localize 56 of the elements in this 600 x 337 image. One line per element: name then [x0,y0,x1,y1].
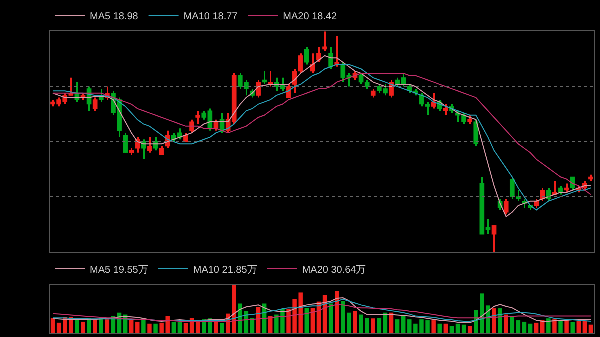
bar [438,324,442,333]
bar [184,323,188,333]
bar [196,321,200,333]
legend-label: MA10 18.77 [184,11,238,22]
bar [588,324,594,333]
bar [148,324,152,333]
bar [528,324,533,333]
bar [510,316,515,333]
bar [75,320,80,333]
bar [166,316,170,333]
bar [450,326,454,333]
bar [395,320,400,333]
bar [534,322,539,333]
bar [498,308,502,333]
legend-label: MA5 19.55万 [90,264,148,276]
bar [93,320,98,333]
bar [353,311,358,333]
bar [50,318,56,333]
bar [546,318,551,333]
bar [310,308,316,333]
bar [570,322,575,333]
bar [304,308,309,333]
bar [371,318,376,333]
bar [468,326,472,333]
bar [154,324,158,333]
legend-label: MA10 21.85万 [193,264,258,276]
bar [56,322,62,333]
bar [582,321,588,333]
bar [220,323,224,333]
bar [504,314,508,333]
bar [462,324,466,333]
bar [178,322,182,333]
bar [432,320,436,333]
bar [516,320,521,333]
bar [328,304,334,333]
bar [522,322,527,333]
bar [160,322,164,333]
legend-label: MA5 18.98 [90,11,139,22]
bar [129,320,134,333]
bar [492,308,496,333]
bar [401,316,406,333]
bar [456,324,460,333]
legend-label: MA20 30.64万 [302,264,366,276]
bar [172,322,176,333]
bar [81,322,86,333]
bar [576,321,581,333]
bar [136,322,140,333]
bar [268,316,273,333]
bar [564,320,569,333]
bar [377,318,382,333]
legend-label: MA20 18.42 [283,11,338,22]
bar [87,318,92,333]
bar [105,320,110,333]
bar [444,324,448,333]
bar [552,320,557,333]
bar [558,320,563,333]
